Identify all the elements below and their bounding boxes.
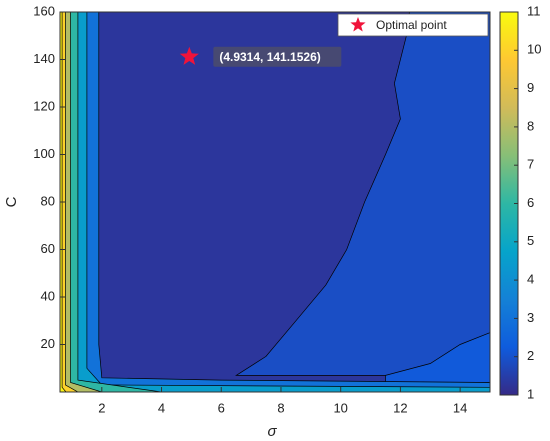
x-tick-label: 10 xyxy=(333,400,347,415)
colorbar-tick-label: 11 xyxy=(527,3,541,18)
contour-region xyxy=(60,12,102,392)
y-tick-label: 140 xyxy=(33,51,55,66)
legend-marker xyxy=(350,17,366,32)
optimal-point xyxy=(179,46,199,65)
x-tick-label: 8 xyxy=(277,400,284,415)
colorbar-tick-label: 2 xyxy=(527,348,534,363)
y-tick-label: 120 xyxy=(33,98,55,113)
y-axis-label: C xyxy=(3,196,20,207)
contour-fill xyxy=(60,12,490,392)
x-tick-label: 14 xyxy=(453,400,467,415)
contour-region xyxy=(60,12,490,392)
contour-region xyxy=(60,12,490,392)
y-tick-label: 60 xyxy=(41,241,55,256)
colorbar-tick-label: 1 xyxy=(527,386,534,401)
x-tick-label: 12 xyxy=(393,400,407,415)
x-tick-label: 6 xyxy=(218,400,225,415)
colorbar-tick-label: 8 xyxy=(527,118,534,133)
x-tick-label: 4 xyxy=(158,400,165,415)
y-tick-label: 40 xyxy=(41,288,55,303)
y-tick-label: 80 xyxy=(41,193,55,208)
y-tick-label: 160 xyxy=(33,3,55,18)
y-tick-label: 20 xyxy=(41,336,55,351)
x-tick-label: 2 xyxy=(98,400,105,415)
annotation-box xyxy=(213,46,342,67)
colorbar-tick-label: 7 xyxy=(527,157,534,172)
colorbar-tick-label: 4 xyxy=(527,272,534,287)
legend-label: Optimal point xyxy=(376,18,447,32)
annotation: (4.9314, 141.1526) xyxy=(219,50,320,64)
legend-box xyxy=(337,13,489,37)
colorbar-tick-label: 3 xyxy=(527,310,534,325)
x-axis-label: σ xyxy=(267,423,277,440)
colorbar-tick-label: 9 xyxy=(527,80,534,95)
colorbar-tick-label: 5 xyxy=(527,233,534,248)
y-tick-label: 100 xyxy=(33,146,55,161)
colorbar-tick-label: 10 xyxy=(527,42,541,57)
colorbar-tick-label: 6 xyxy=(527,195,534,210)
